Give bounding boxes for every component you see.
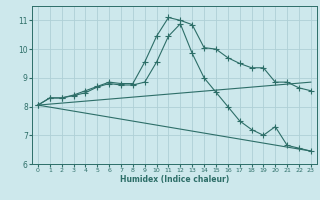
X-axis label: Humidex (Indice chaleur): Humidex (Indice chaleur)	[120, 175, 229, 184]
